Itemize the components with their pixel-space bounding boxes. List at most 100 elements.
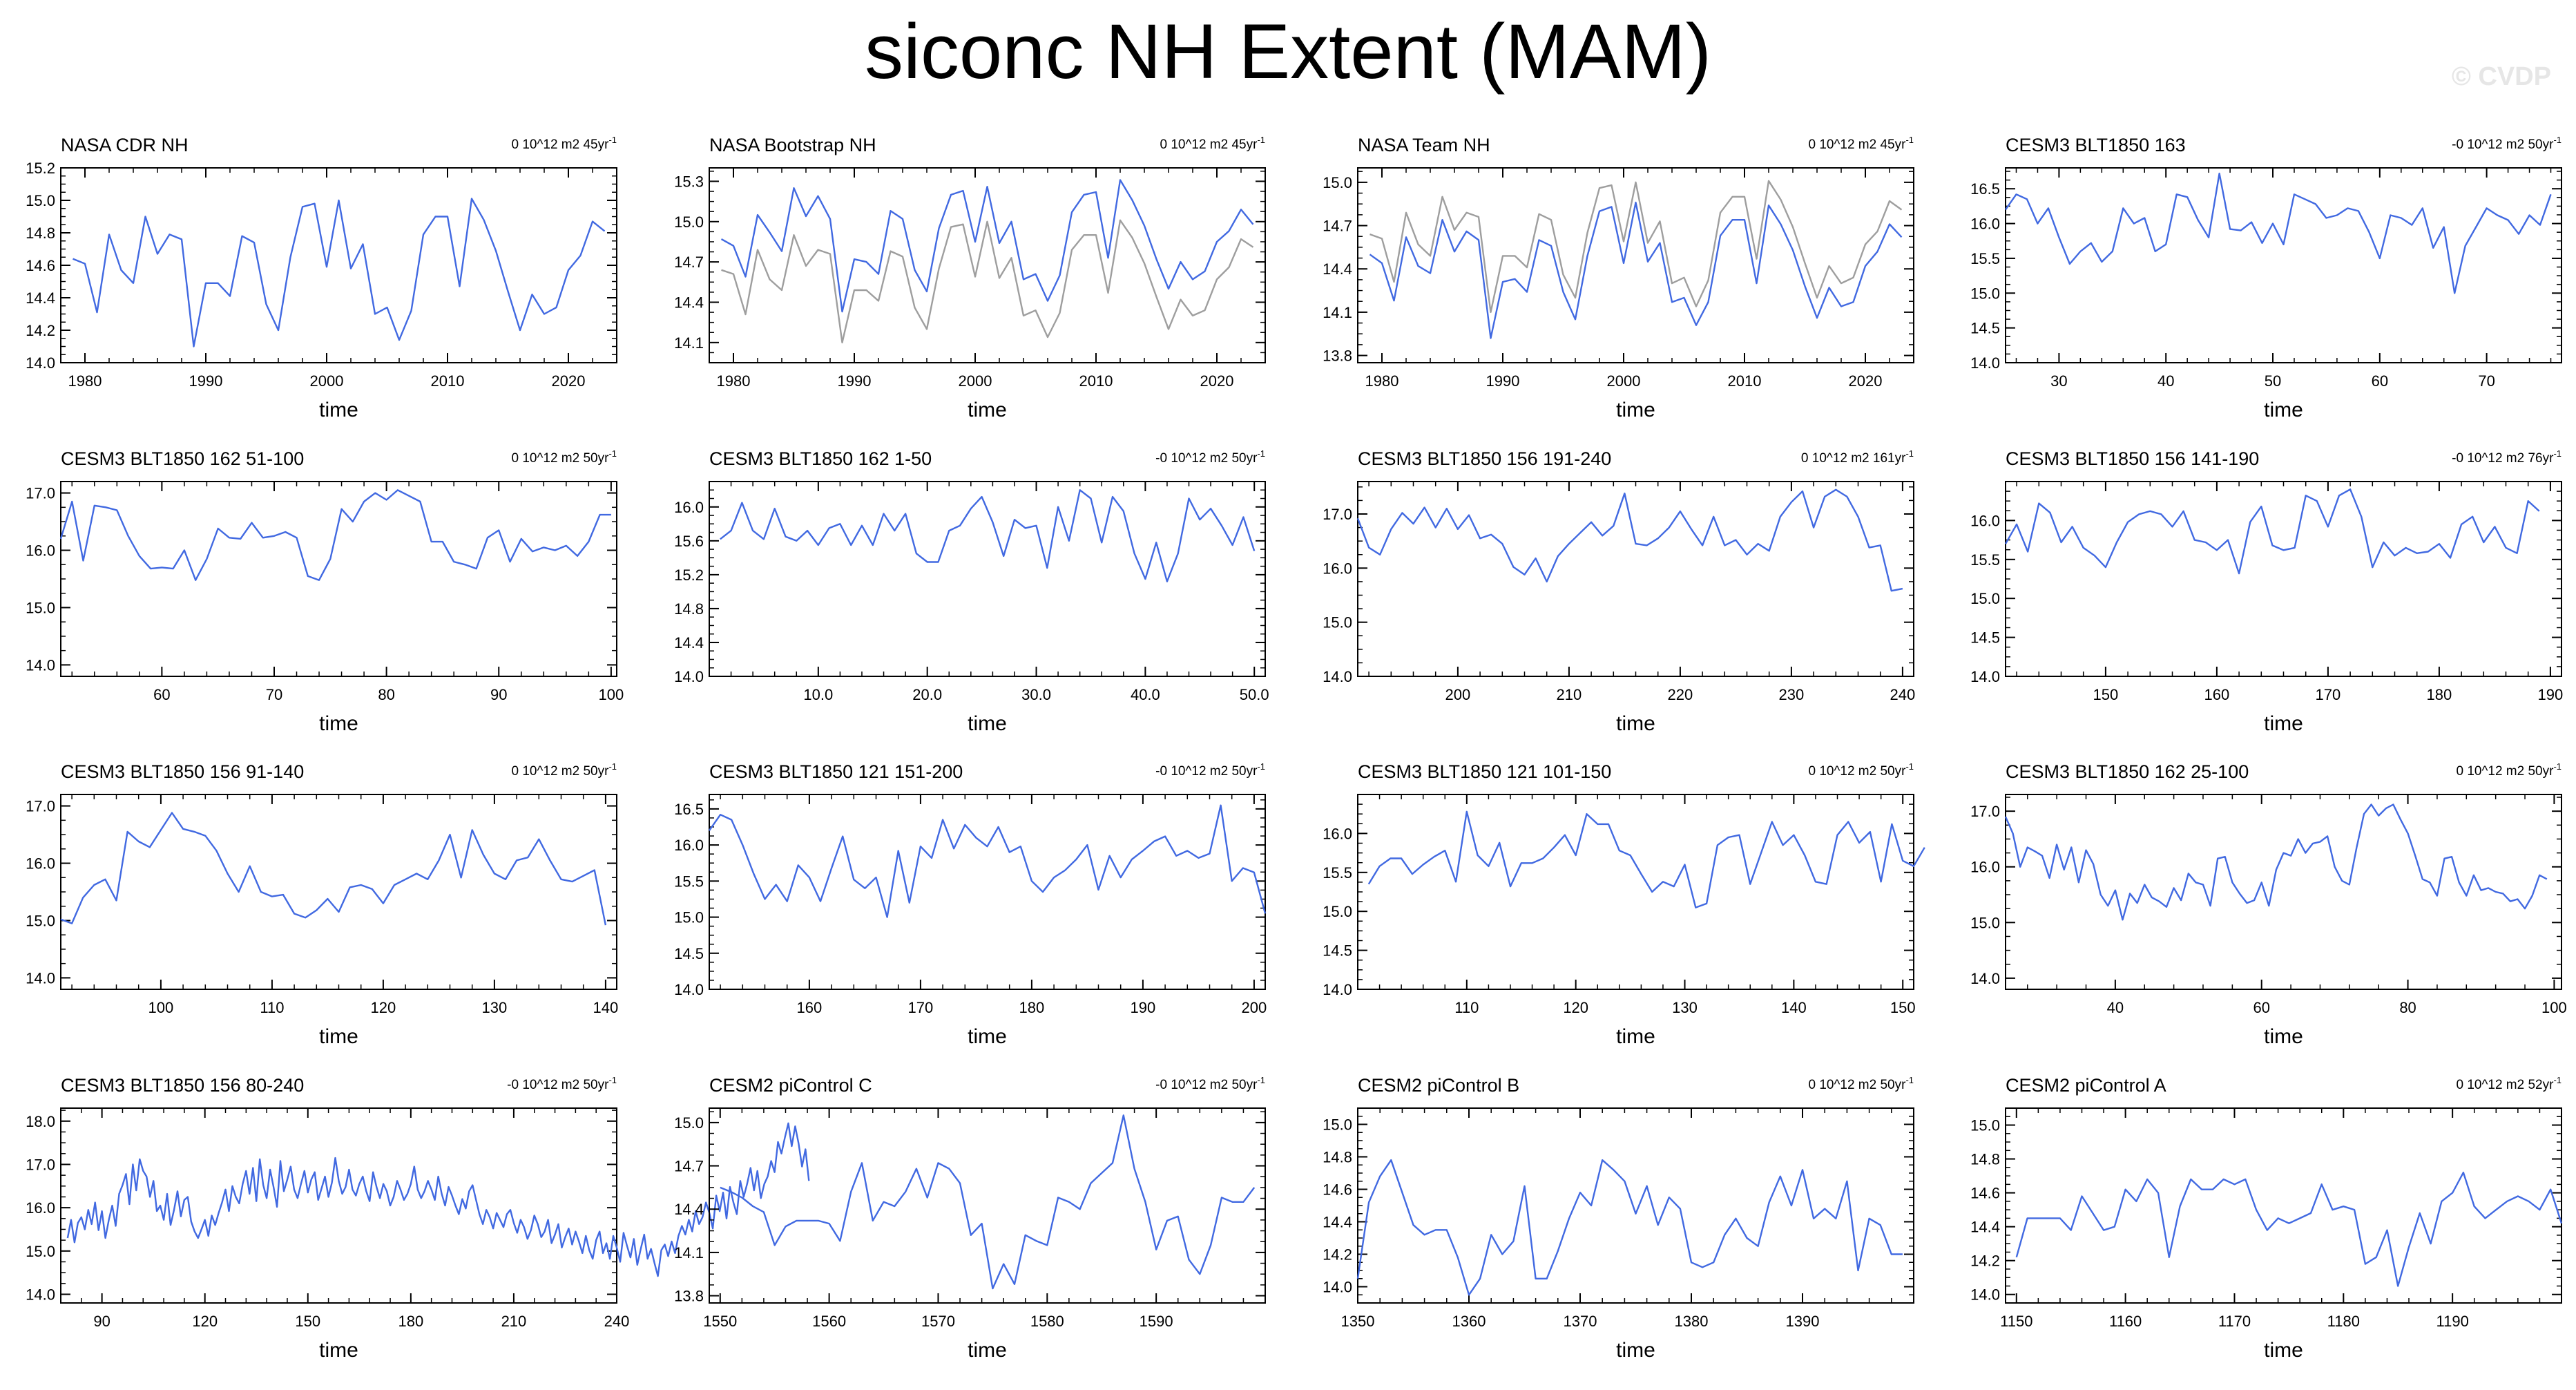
plot-frame [60,794,617,990]
x-tick-label: 240 [604,1313,630,1330]
y-tick-label: 15.0 [674,1114,704,1132]
plot-frame [60,167,617,363]
x-axis-label: time [968,1025,1007,1048]
trend-superscript: -1 [1905,761,1914,772]
y-tick-label: 14.0 [674,668,704,685]
y-tick-label: 14.0 [1323,1279,1352,1296]
y-tick-label: 14.7 [674,254,704,271]
plot-frame [60,481,617,677]
y-tick-label: 14.8 [1970,1151,2000,1168]
y-tick-label: 14.4 [674,294,704,311]
panel-trend: -0 10^12 m2 50yr-1 [1155,1075,1265,1092]
y-tick-label: 17.0 [1323,506,1352,523]
y-tick-label: 14.0 [1970,970,2000,987]
x-tick-label: 1180 [2327,1313,2360,1330]
x-tick-label: 40 [2157,372,2174,390]
trend-superscript: -1 [608,761,617,772]
y-tick-label: 15.0 [26,599,55,616]
y-tick-label: 14.6 [1323,1181,1352,1199]
trend-superscript: -1 [2553,1075,2561,1085]
panel-title: CESM3 BLT1850 156 80-240 [61,1075,304,1096]
x-tick-label: 1580 [1030,1313,1064,1330]
x-tick-label: 2000 [310,372,344,390]
x-tick-label: 80 [2399,999,2416,1016]
panel-title: CESM3 BLT1850 163 [2006,135,2186,155]
plot-frame [1357,1107,1914,1304]
x-tick-label: 210 [501,1313,527,1330]
panel-11: CESM3 BLT1850 121 101-150 0 10^12 m2 50yr… [1323,761,1925,1048]
trend-superscript: -1 [608,135,617,145]
x-axis-label: time [1616,712,1655,735]
x-tick-label: 130 [1672,999,1698,1016]
y-tick-label: 15.0 [26,1243,55,1260]
panel-trend: 0 10^12 m2 50yr-1 [1808,761,1914,779]
y-tick-label: 17.0 [1970,803,2000,820]
y-tick-label: 16.5 [674,801,704,818]
panel-title: CESM3 BLT1850 162 51-100 [61,448,304,469]
x-axis-label: time [319,399,358,421]
panel-5: CESM3 BLT1850 162 51-100 0 10^12 m2 50yr-… [26,448,624,735]
x-tick-label: 140 [1781,999,1807,1016]
y-tick-label: 14.6 [1970,1185,2000,1202]
x-tick-label: 1550 [703,1313,737,1330]
y-tick-label: 14.4 [674,634,704,651]
series-line [2004,488,2540,575]
y-tick-label: 15.5 [1970,551,2000,569]
y-tick-label: 16.0 [674,837,704,854]
x-tick-label: 60 [153,686,170,703]
x-tick-label: 1560 [812,1313,846,1330]
panel-trend: 0 10^12 m2 161yr-1 [1801,448,1914,466]
panel-trend: 0 10^12 m2 50yr-1 [1808,1075,1914,1092]
y-tick-label: 14.5 [674,945,704,962]
x-tick-label: 1170 [2218,1313,2251,1330]
y-tick-label: 15.0 [674,909,704,926]
x-tick-label: 100 [148,999,174,1016]
x-tick-label: 1390 [1786,1313,1820,1330]
panel-title: CESM3 BLT1850 121 151-200 [709,761,963,782]
plot-frame [709,167,1266,363]
plot-frame [2005,167,2562,363]
series-line [720,179,1254,313]
y-tick-label: 16.0 [674,499,704,516]
y-tick-label: 15.5 [674,873,704,890]
x-tick-label: 170 [908,999,934,1016]
watermark: © CVDP [2451,62,2551,91]
trend-superscript: -1 [1905,135,1914,145]
panel-title: CESM3 BLT1850 156 141-190 [2006,448,2259,469]
y-tick-label: 15.5 [1970,250,2000,267]
x-axis-label: time [968,1339,1007,1362]
trend-superscript: -1 [1905,448,1914,459]
panel-trend: 0 10^12 m2 50yr-1 [511,448,617,466]
y-tick-label: 15.0 [1970,590,2000,607]
x-tick-label: 90 [490,686,507,703]
x-tick-label: 90 [93,1313,110,1330]
x-tick-label: 10.0 [803,686,833,703]
x-tick-label: 110 [1454,999,1479,1016]
panel-trend: -0 10^12 m2 50yr-1 [507,1075,617,1092]
y-tick-label: 14.4 [1323,260,1352,278]
x-tick-label: 190 [2538,686,2564,703]
series-line-secondary [1369,180,1903,314]
panel-9: CESM3 BLT1850 156 91-140 0 10^12 m2 50yr-… [26,761,618,1048]
y-tick-label: 15.0 [674,213,704,231]
x-axis-label: time [968,712,1007,735]
x-axis-label: time [2264,399,2303,421]
panel-trend: 0 10^12 m2 52yr-1 [2456,1075,2561,1092]
panel-10: CESM3 BLT1850 121 151-200 -0 10^12 m2 50y… [674,761,1267,1048]
x-tick-label: 120 [371,999,396,1016]
x-tick-label: 30.0 [1021,686,1051,703]
panel-title: CESM3 BLT1850 121 101-150 [1358,761,1611,782]
panel-title: CESM3 BLT1850 162 1-50 [709,448,932,469]
y-tick-label: 14.8 [26,225,55,242]
x-axis-label: time [2264,1339,2303,1362]
y-tick-label: 14.0 [26,1286,55,1303]
series-line [709,804,1267,918]
x-axis-label: time [319,1339,358,1362]
page-title: siconc NH Extent (MAM) [865,8,1711,95]
y-tick-label: 14.6 [26,257,55,274]
y-tick-label: 15.0 [1970,1117,2000,1134]
plot-frame [2005,481,2562,677]
x-tick-label: 210 [1557,686,1582,703]
y-tick-label: 15.0 [1323,903,1352,920]
y-tick-label: 14.0 [26,969,55,987]
